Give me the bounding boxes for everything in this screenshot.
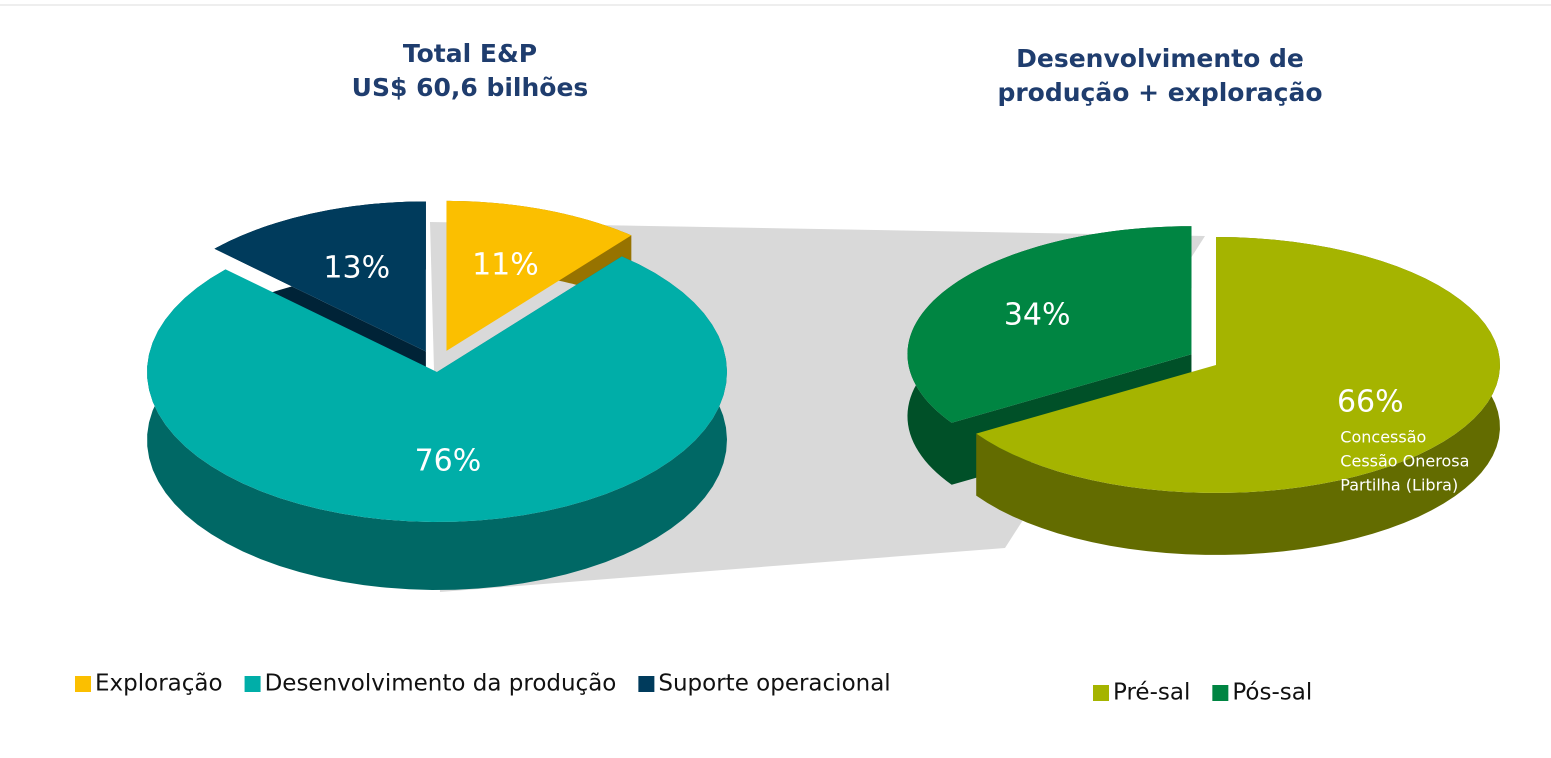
slice: [214, 201, 426, 352]
legend-label: Pré-sal: [1113, 680, 1190, 706]
slice: [976, 237, 1500, 493]
chart-title: Desenvolvimento de: [1016, 44, 1304, 73]
annotation: Partilha (Libra): [1340, 476, 1458, 495]
legend-label: Suporte operacional: [658, 671, 890, 697]
legend-swatch: [1093, 685, 1109, 701]
chart-title: Total E&P: [403, 39, 537, 68]
legend-label: Pós-sal: [1232, 680, 1312, 706]
legend-label: Exploração: [95, 671, 223, 697]
slice: [907, 226, 1192, 423]
chart-title: produção + exploração: [997, 78, 1322, 107]
legend-swatch: [638, 676, 655, 692]
data-label: 11%: [472, 248, 539, 283]
chart-title: US$ 60,6 bilhões: [352, 73, 589, 102]
legend-swatch: [1212, 685, 1229, 701]
legend-label: Desenvolvimento da produção: [265, 671, 617, 697]
legend-swatch: [244, 676, 261, 692]
data-label: 13%: [323, 250, 390, 285]
data-label: 76%: [415, 443, 482, 478]
data-label: 34%: [1004, 297, 1071, 332]
slice: [147, 256, 727, 522]
legend-swatch: [75, 676, 91, 692]
data-label: 66%: [1337, 385, 1404, 420]
annotation: Cessão Onerosa: [1340, 452, 1469, 471]
annotation: Concessão: [1340, 428, 1426, 447]
slice: [446, 200, 632, 351]
